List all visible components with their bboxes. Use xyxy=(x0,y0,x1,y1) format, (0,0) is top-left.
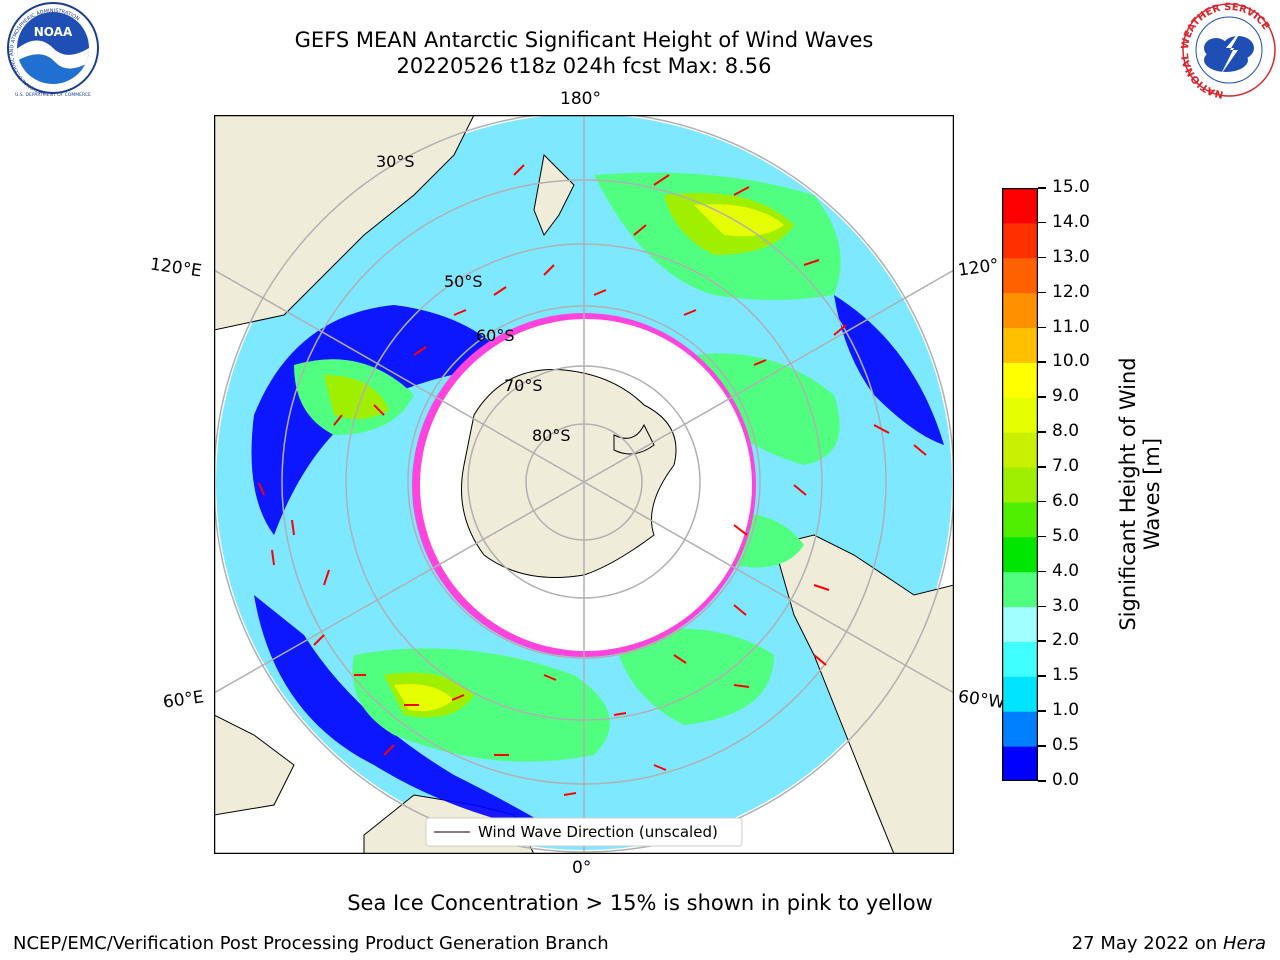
colorbar-segment xyxy=(1002,397,1038,433)
colorbar-tick-label: 5.0 xyxy=(1052,525,1080,546)
ross-ice-detail xyxy=(613,423,655,455)
colorbar-tick-mark xyxy=(1038,221,1046,224)
colorbar-tick-label: 7.0 xyxy=(1052,456,1080,477)
lon-label-upper-left: 120°E xyxy=(148,254,203,282)
colorbar-tick-label: 12.0 xyxy=(1052,281,1090,302)
colorbar-tick-mark xyxy=(1038,675,1046,677)
colorbar-tick-mark xyxy=(1038,745,1046,747)
colorbar-tick-mark xyxy=(1038,431,1046,433)
colorbar-tick-mark xyxy=(1038,291,1046,294)
colorbar-title: Significant Height of Wind Waves [m] xyxy=(1116,357,1164,631)
colorbar-segment xyxy=(1002,676,1038,712)
colorbar-tick-label: 4.0 xyxy=(1052,560,1080,581)
colorbar-tick-mark xyxy=(1038,256,1046,259)
chart-subtitle: 20220526 t18z 024h fcst Max: 8.56 xyxy=(396,54,772,78)
colorbar-tick-label: 3.0 xyxy=(1052,595,1080,616)
colorbar-tick-label: 1.5 xyxy=(1052,665,1080,686)
colorbar-tick-mark xyxy=(1038,396,1046,398)
australia-land xyxy=(214,115,475,331)
lat-label-80s: 80°S xyxy=(532,426,571,445)
noaa-logo: NOAA NATIONAL OCEANIC AND ATMOSPHERIC AD… xyxy=(4,0,102,98)
noaa-logo-bottom-text: U.S. DEPARTMENT OF COMMERCE xyxy=(15,92,91,98)
chart-title: GEFS MEAN Antarctic Significant Height o… xyxy=(294,28,874,52)
colorbar-segment xyxy=(1002,571,1038,608)
colorbar-tick-mark xyxy=(1038,570,1046,573)
colorbar-segment xyxy=(1002,327,1038,363)
colorbar-tick-label: 1.0 xyxy=(1052,700,1080,721)
colorbar-tick-label: 0.0 xyxy=(1052,770,1080,790)
colorbar-tick-mark xyxy=(1038,361,1046,363)
colorbar-segment xyxy=(1002,467,1038,503)
colorbar xyxy=(1002,188,1038,781)
lon-label-lower-left: 60°E xyxy=(161,687,206,713)
colorbar-tick-label: 15.0 xyxy=(1052,177,1090,197)
map-legend: Wind Wave Direction (unscaled) xyxy=(425,817,743,847)
lat-label-30s: 30°S xyxy=(376,152,415,171)
sea-ice-note: Sea Ice Concentration > 15% is shown in … xyxy=(347,891,933,915)
colorbar-tick-mark xyxy=(1038,466,1046,468)
colorbar-tick-label: 8.0 xyxy=(1052,421,1080,442)
lon-label-lower-right: 60°W xyxy=(956,686,1007,714)
colorbar-tick-mark xyxy=(1038,187,1046,189)
map-legend-label: Wind Wave Direction (unscaled) xyxy=(478,823,718,841)
madagascar-land xyxy=(214,714,295,816)
footer-date: 27 May 2022 on Hera xyxy=(1071,933,1266,954)
colorbar-segment xyxy=(1002,746,1038,781)
footer-machine: Hera xyxy=(1222,933,1266,954)
colorbar-segment xyxy=(1002,222,1038,259)
lat-label-60s: 60°S xyxy=(476,326,515,345)
colorbar-tick-label: 13.0 xyxy=(1052,246,1090,267)
colorbar-tick-label: 11.0 xyxy=(1052,316,1090,337)
noaa-logo-text: NOAA xyxy=(34,25,73,39)
colorbar-tick-mark xyxy=(1038,640,1046,642)
nws-logo: NATIONAL WEATHER SERVICE xyxy=(1180,2,1277,100)
colorbar-segment xyxy=(1002,711,1038,747)
colorbar-segment xyxy=(1002,641,1038,677)
new-zealand-land xyxy=(533,153,575,237)
colorbar-tick-label: 10.0 xyxy=(1052,351,1090,372)
colorbar-segment xyxy=(1002,362,1038,398)
colorbar-segment xyxy=(1002,188,1038,224)
colorbar-segment xyxy=(1002,257,1038,294)
lat-label-50s: 50°S xyxy=(444,272,483,291)
colorbar-tick-mark xyxy=(1038,500,1046,503)
colorbar-tick-label: 9.0 xyxy=(1052,386,1080,407)
colorbar-tick-label: 0.5 xyxy=(1052,735,1080,756)
colorbar-segment xyxy=(1002,292,1038,329)
colorbar-tick-label: 2.0 xyxy=(1052,630,1080,651)
colorbar-tick-label: 6.0 xyxy=(1052,490,1080,511)
lon-label-bottom: 0° xyxy=(572,858,592,878)
colorbar-tick-mark xyxy=(1038,535,1046,538)
colorbar-tick-mark xyxy=(1038,326,1046,329)
colorbar-segment xyxy=(1002,432,1038,468)
colorbar-tick-label: 14.0 xyxy=(1052,211,1090,232)
colorbar-segment xyxy=(1002,501,1038,538)
graticule xyxy=(214,115,954,854)
colorbar-segment xyxy=(1002,606,1038,642)
colorbar-segment xyxy=(1002,536,1038,573)
lon-label-top: 180° xyxy=(560,89,601,109)
polar-map: Wind Wave Direction (unscaled) 30°S 50°S… xyxy=(214,115,954,854)
colorbar-tick-mark xyxy=(1038,780,1046,782)
colorbar-tick-mark xyxy=(1038,710,1046,712)
lat-label-70s: 70°S xyxy=(504,376,543,395)
colorbar-tick-mark xyxy=(1038,605,1046,608)
lon-label-upper-right: 120° xyxy=(956,255,1001,281)
footer-credit: NCEP/EMC/Verification Post Processing Pr… xyxy=(13,933,609,954)
wind-wave-arrows xyxy=(258,164,927,796)
